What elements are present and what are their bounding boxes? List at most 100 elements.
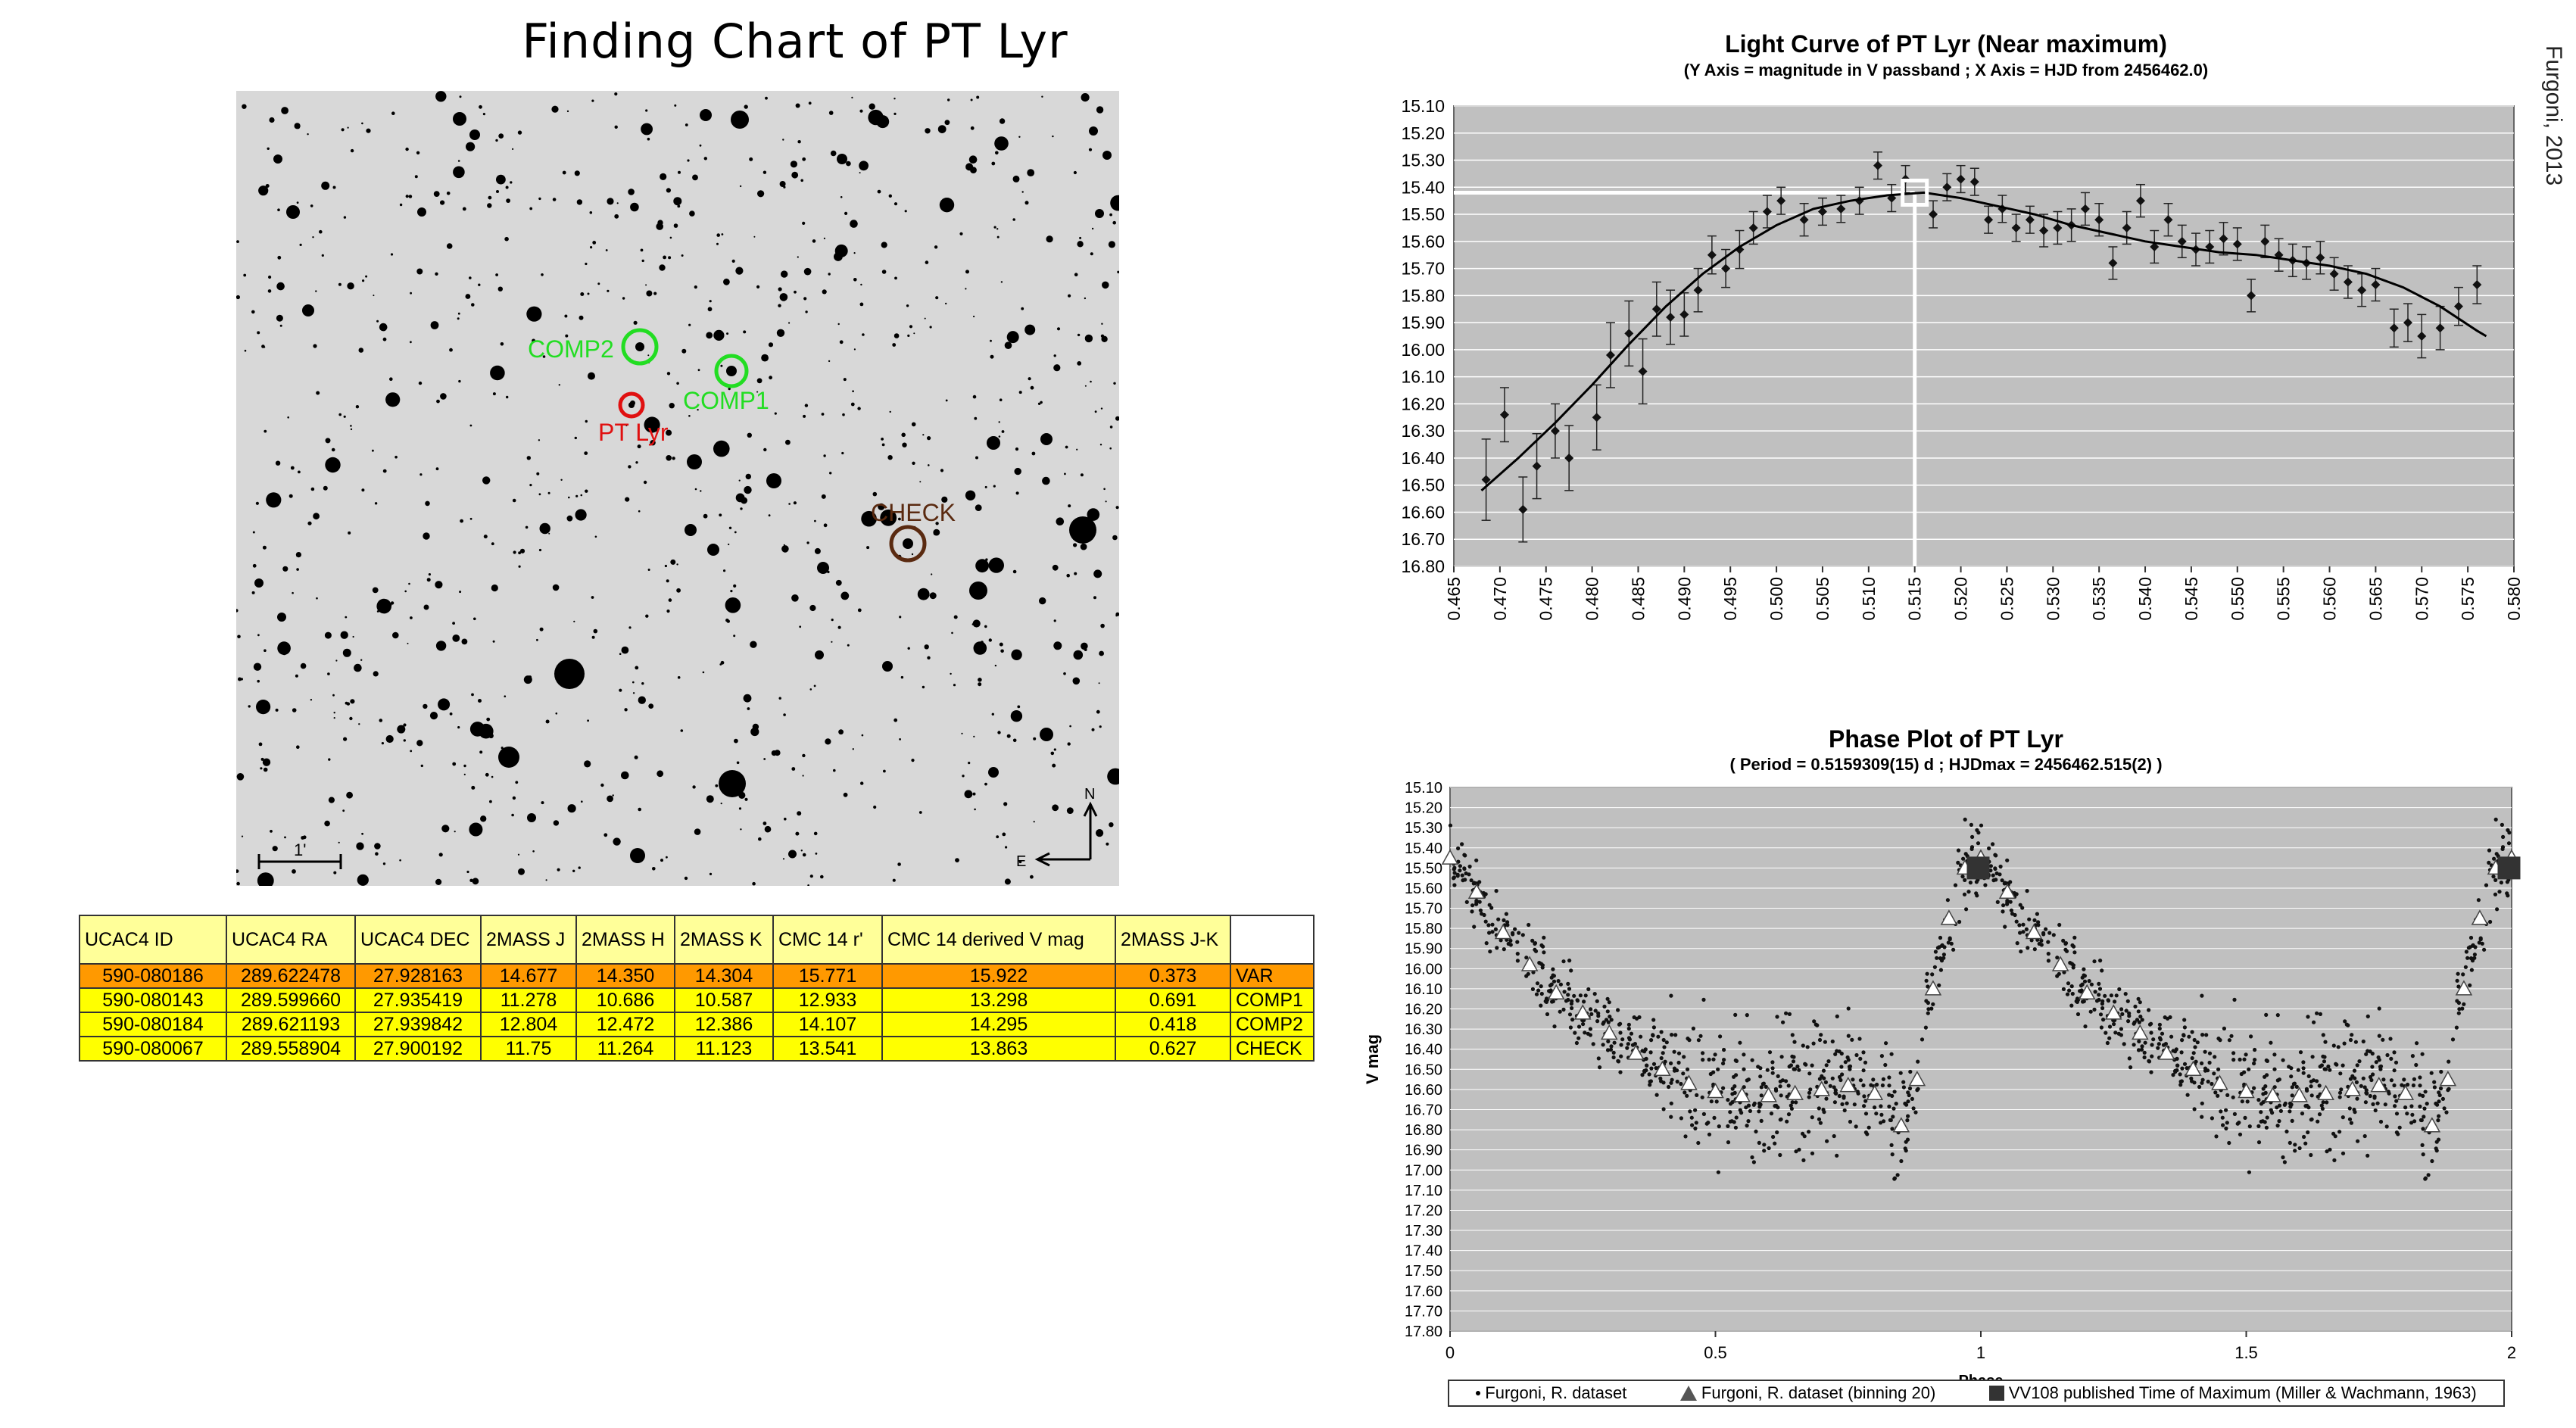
star [261, 345, 265, 348]
star [699, 144, 702, 147]
star [532, 338, 536, 343]
dataset-point [1889, 1143, 1894, 1147]
star [460, 519, 463, 523]
comparison-star-table: UCAC4 ID UCAC4 RA UCAC4 DEC 2MASS J 2MAS… [79, 915, 1315, 1062]
table-header-cell: UCAC4 DEC [354, 915, 482, 965]
dataset-point [2179, 1079, 2184, 1083]
star [495, 273, 498, 276]
dataset-point [2039, 943, 2044, 947]
dataset-point [1511, 932, 1515, 937]
dataset-point [1661, 1107, 1666, 1112]
dataset-point [2393, 1104, 2397, 1108]
dataset-point [1478, 908, 1483, 912]
star [734, 738, 738, 744]
star [756, 285, 760, 288]
star [716, 233, 720, 237]
star [624, 708, 628, 712]
dataset-point [2488, 919, 2493, 924]
dataset-point [2001, 903, 2006, 908]
dataset-point [2393, 1094, 2397, 1099]
star [846, 161, 851, 167]
dataset-point [2468, 935, 2474, 940]
star [706, 795, 714, 803]
dataset-point [1778, 1118, 1782, 1122]
dataset-point [1759, 1118, 1764, 1123]
dataset-point [1890, 1152, 1895, 1157]
dataset-point [2472, 956, 2477, 960]
dataset-point [2309, 1079, 2313, 1083]
dataset-point [2171, 1073, 2175, 1077]
binned-point [1924, 980, 1942, 996]
star [1105, 500, 1107, 503]
dataset-point [2319, 1103, 2324, 1108]
star [638, 696, 646, 704]
dataset-point [1448, 823, 1453, 828]
dataset-point [1854, 1052, 1859, 1058]
star [350, 425, 352, 427]
star [996, 835, 1000, 839]
dataset-point [1830, 1039, 1835, 1044]
star [723, 569, 726, 572]
star [785, 439, 791, 445]
dataset-point [1700, 1095, 1704, 1099]
y-tick-label: 17.20 [1405, 1202, 1442, 1219]
star [331, 447, 335, 452]
star [492, 392, 496, 396]
dataset-point [2309, 1118, 2313, 1122]
star [703, 157, 707, 161]
dataset-point [2364, 1090, 2369, 1095]
dataset-point [2455, 978, 2459, 983]
dataset-point [1676, 1051, 1682, 1055]
dataset-point [1962, 892, 1967, 896]
dataset-point [1903, 1101, 1907, 1106]
dataset-point [1774, 1088, 1779, 1093]
dataset-point [2206, 1079, 2210, 1084]
star [619, 653, 622, 655]
phase-plot-legend: Furgoni, R. dataset Furgoni, R. dataset … [1448, 1380, 2505, 1407]
dataset-point [2290, 1085, 2294, 1090]
dataset-point [2392, 1050, 2397, 1055]
star [495, 139, 498, 142]
dataset-point [2263, 1090, 2268, 1095]
dataset-point [1583, 993, 1588, 998]
star [453, 166, 465, 179]
star [735, 493, 745, 503]
dataset-point [2372, 1096, 2377, 1100]
bright-star [1095, 209, 1104, 218]
star [1002, 832, 1006, 837]
data-point [2417, 332, 2427, 341]
dataset-point [1930, 972, 1935, 977]
data-point [1707, 250, 1717, 260]
star [815, 853, 818, 855]
dataset-point [2426, 1173, 2431, 1177]
dataset-point [1757, 1109, 1761, 1114]
star [405, 147, 409, 151]
star [1018, 860, 1022, 864]
star [557, 868, 560, 871]
dataset-point [2456, 971, 2460, 976]
star [897, 862, 901, 866]
star [390, 601, 395, 605]
dataset-point [2347, 1117, 2353, 1121]
star [941, 496, 948, 503]
star [1102, 281, 1109, 289]
dataset-point [1649, 1038, 1654, 1043]
dataset-point [1688, 1109, 1692, 1114]
dataset-point [2120, 1012, 2125, 1016]
dataset-point [1608, 1015, 1612, 1019]
star [312, 236, 314, 239]
star [240, 678, 243, 681]
dataset-point [2301, 1060, 2306, 1065]
dataset-point [2415, 1041, 2419, 1046]
dataset-point [2409, 1121, 2414, 1125]
star [553, 820, 560, 826]
star [276, 282, 285, 291]
dataset-point [2270, 1111, 2275, 1115]
dataset-point [1758, 1074, 1763, 1079]
dataset-point [2412, 1119, 2417, 1124]
star [545, 879, 547, 881]
dataset-point [2219, 1109, 2223, 1114]
star [297, 126, 300, 129]
star [862, 333, 865, 336]
data-point [2472, 280, 2482, 290]
